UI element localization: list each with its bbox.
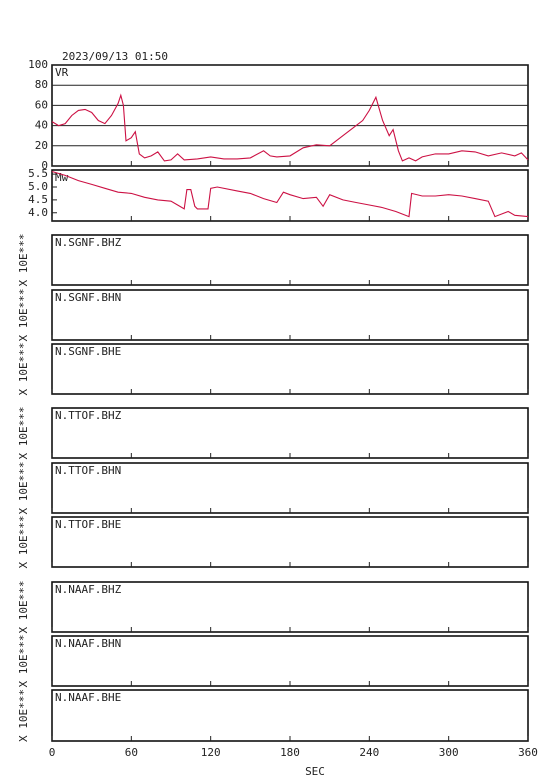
y-tick-label: 20 — [35, 139, 48, 152]
panel-frame — [51, 407, 529, 459]
y-tick-label: 80 — [35, 78, 48, 91]
panel-frame — [51, 581, 529, 633]
y-tick-label: 60 — [35, 98, 48, 111]
panel-label: N.TTOF.BHN — [55, 464, 121, 477]
data-line — [51, 170, 529, 218]
y-axis-label: X 10E*** — [17, 516, 30, 569]
panel-label: N.NAAF.BHZ — [55, 583, 122, 596]
x-tick-label: 0 — [49, 746, 56, 759]
y-axis-label: X 10E*** — [17, 635, 30, 688]
panel-frame — [51, 64, 529, 167]
x-tick-label: 180 — [280, 746, 300, 759]
x-tick-label: 60 — [125, 746, 138, 759]
panel-label: N.SGNF.BHZ — [55, 236, 122, 249]
panel-frame — [51, 234, 529, 286]
panel-frame — [51, 343, 529, 395]
y-tick-label: 100 — [28, 58, 48, 71]
y-tick-label: 40 — [35, 119, 48, 132]
y-axis-label: X 10E*** — [17, 407, 30, 460]
panel-frame — [51, 635, 529, 687]
panel-frame — [51, 462, 529, 514]
y-axis-label: X 10E*** — [17, 581, 30, 634]
y-axis-label: X 10E*** — [17, 343, 30, 396]
panel-label: VR — [55, 66, 69, 79]
panel-frame — [51, 289, 529, 341]
y-tick-label: 5.0 — [28, 180, 48, 193]
y-axis-label: X 10E*** — [17, 289, 30, 342]
x-tick-label: 360 — [518, 746, 538, 759]
chart-title: 2023/09/13 01:50 — [62, 50, 168, 63]
y-axis-label: X 10E*** — [17, 689, 30, 742]
panel-label: Mw — [55, 171, 69, 184]
x-tick-label: 120 — [201, 746, 221, 759]
x-axis-label: SEC — [305, 765, 325, 778]
y-axis-label: X 10E*** — [17, 462, 30, 515]
panel-label: N.NAAF.BHE — [55, 691, 121, 704]
y-tick-label: 4.0 — [28, 206, 48, 219]
y-tick-label: 4.5 — [28, 193, 48, 206]
y-axis-label: X 10E*** — [17, 234, 30, 287]
panel-label: N.SGNF.BHN — [55, 291, 121, 304]
x-tick-label: 240 — [359, 746, 379, 759]
panel-frame — [51, 516, 529, 568]
panel-label: N.TTOF.BHZ — [55, 409, 122, 422]
y-tick-label: 0 — [41, 159, 48, 172]
panel-frame — [51, 689, 529, 742]
panel-label: N.SGNF.BHE — [55, 345, 121, 358]
data-line — [51, 93, 529, 162]
panel-label: N.TTOF.BHE — [55, 518, 121, 531]
panel-label: N.NAAF.BHN — [55, 637, 121, 650]
y-tick-label: 5.5 — [28, 167, 48, 180]
x-tick-label: 300 — [439, 746, 459, 759]
